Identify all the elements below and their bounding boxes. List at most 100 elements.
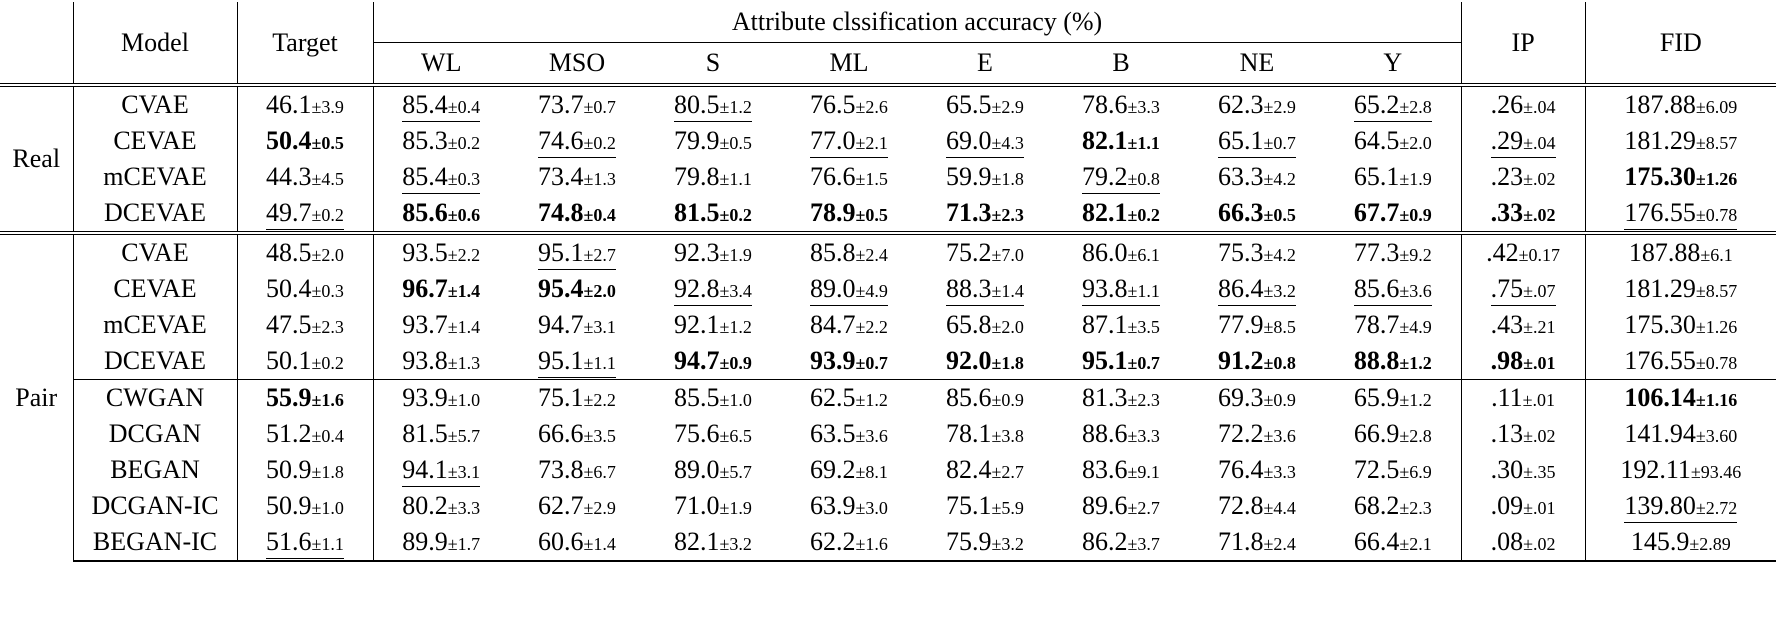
score-std: ±1.26	[1695, 317, 1738, 337]
score-value: 65.8	[946, 310, 992, 339]
score-cell: 106.14±1.16	[1584, 379, 1776, 416]
score-cell: 74.6±0.2	[509, 123, 645, 159]
score-cell: 83.6±9.1	[1053, 452, 1189, 488]
score-std: ±7.0	[991, 245, 1024, 265]
score: .13±.02	[1491, 419, 1556, 448]
score-value: 78.6	[1082, 90, 1128, 119]
score-value: 85.6	[402, 198, 448, 227]
score-std: ±0.7	[583, 97, 616, 117]
score-value: 49.7	[266, 198, 312, 227]
score-value: 81.5	[402, 419, 448, 448]
score-cell: 44.3±4.5	[236, 159, 373, 195]
score-std: ±2.0	[991, 317, 1024, 337]
score-cell: 82.1±1.1	[1053, 123, 1189, 159]
score-cell: 78.9±0.5	[781, 195, 917, 233]
score-value: 95.1	[1082, 346, 1128, 375]
score: 88.3±1.4	[946, 274, 1024, 306]
score-value: 80.2	[402, 491, 448, 520]
score-value: 86.4	[1218, 274, 1264, 303]
score: 72.8±4.4	[1218, 491, 1296, 520]
model-name: CEVAE	[72, 123, 237, 159]
score-value: 82.4	[946, 455, 992, 484]
score-std: ±3.8	[991, 426, 1024, 446]
score: 85.6±0.6	[402, 198, 480, 227]
score-value: 71.0	[674, 491, 720, 520]
score-std: ±2.9	[1263, 97, 1296, 117]
score-std: ±.04	[1523, 133, 1556, 153]
header-cell: FID	[1584, 2, 1776, 85]
score-cell: 65.8±2.0	[917, 307, 1053, 343]
model-name: CVAE	[72, 83, 237, 123]
score-std: ±1.1	[1127, 281, 1160, 301]
score-cell: 145.9±2.89	[1584, 524, 1776, 562]
score-std: ±2.8	[1399, 426, 1432, 446]
score-value: 141.94	[1624, 419, 1696, 448]
score: 82.1±3.2	[674, 527, 752, 556]
score-value: 83.6	[1082, 455, 1128, 484]
score-value: 73.4	[538, 162, 584, 191]
score-cell: 65.5±2.9	[917, 83, 1053, 123]
score-cell: 79.2±0.8	[1053, 159, 1189, 195]
score: 83.6±9.1	[1082, 455, 1160, 484]
score: 85.3±0.2	[402, 126, 480, 155]
score-value: 65.1	[1218, 126, 1264, 155]
score: .98±.01	[1491, 346, 1556, 375]
score-value: 93.8	[1082, 274, 1128, 303]
score-std: ±1.4	[583, 534, 616, 554]
score-value: 88.8	[1353, 346, 1400, 375]
score-std: ±8.57	[1695, 133, 1738, 153]
score-cell: 86.4±3.2	[1189, 271, 1325, 307]
score: 47.5±2.3	[266, 310, 344, 339]
score: 176.55±0.78	[1624, 346, 1737, 375]
score-cell: 93.9±1.0	[372, 379, 509, 416]
score-cell: 72.2±3.6	[1189, 416, 1325, 452]
score-cell: 75.1±5.9	[917, 488, 1053, 524]
score-cell: 49.7±0.2	[236, 195, 373, 233]
score-value: 75.2	[946, 238, 992, 267]
score-std: ±2.2	[447, 245, 481, 265]
score-value: 72.5	[1353, 455, 1400, 484]
score: 176.55±0.78	[1624, 198, 1738, 230]
score-std: ±0.9	[719, 353, 752, 373]
score-std: ±.02	[1523, 426, 1556, 446]
score-value: 86.2	[1082, 527, 1128, 556]
score-std: ±9.1	[1127, 462, 1160, 482]
score-std: ±6.1	[1700, 245, 1733, 265]
score-cell: 76.6±1.5	[781, 159, 917, 195]
score-value: 65.1	[1353, 162, 1400, 191]
score-value: 46.1	[266, 90, 312, 119]
score-cell: 65.2±2.8	[1325, 83, 1462, 123]
score-std: ±0.8	[1127, 169, 1160, 189]
score-std: ±3.60	[1695, 426, 1738, 446]
header-cell: ML	[781, 42, 917, 87]
score-std: ±1.1	[311, 534, 344, 554]
score-cell: 87.1±3.5	[1053, 307, 1189, 343]
score: 95.1±0.7	[1082, 346, 1160, 375]
score: 85.8±2.4	[810, 238, 888, 267]
score: 75.2±7.0	[946, 238, 1024, 267]
score: 44.3±4.5	[266, 162, 344, 191]
score-cell: .30±.35	[1460, 452, 1586, 488]
score: 72.5±6.9	[1354, 455, 1432, 484]
score-value: 50.4	[266, 126, 312, 155]
score-cell: 71.0±1.9	[645, 488, 781, 524]
score: 145.9±2.89	[1631, 527, 1731, 556]
header-cell: IP	[1460, 2, 1586, 85]
score-value: 187.88	[1628, 238, 1701, 267]
score-std: ±2.3	[311, 317, 344, 337]
score-std: ±4.4	[1263, 498, 1296, 518]
score: 65.9±1.2	[1354, 383, 1432, 412]
score-cell: 88.6±3.3	[1053, 416, 1189, 452]
score-value: 82.1	[1082, 198, 1128, 227]
score-std: ±3.3	[447, 498, 481, 518]
score-std: ±3.2	[719, 534, 752, 554]
score-std: ±2.7	[583, 245, 616, 265]
score-std: ±0.7	[1263, 133, 1296, 153]
score-cell: 139.80±2.72	[1584, 488, 1776, 524]
score-std: ±1.2	[1399, 390, 1432, 410]
score-std: ±0.78	[1695, 205, 1738, 225]
score: 49.7±0.2	[266, 198, 344, 230]
score: 85.5±1.0	[674, 383, 752, 412]
score-std: ±8.1	[855, 462, 888, 482]
